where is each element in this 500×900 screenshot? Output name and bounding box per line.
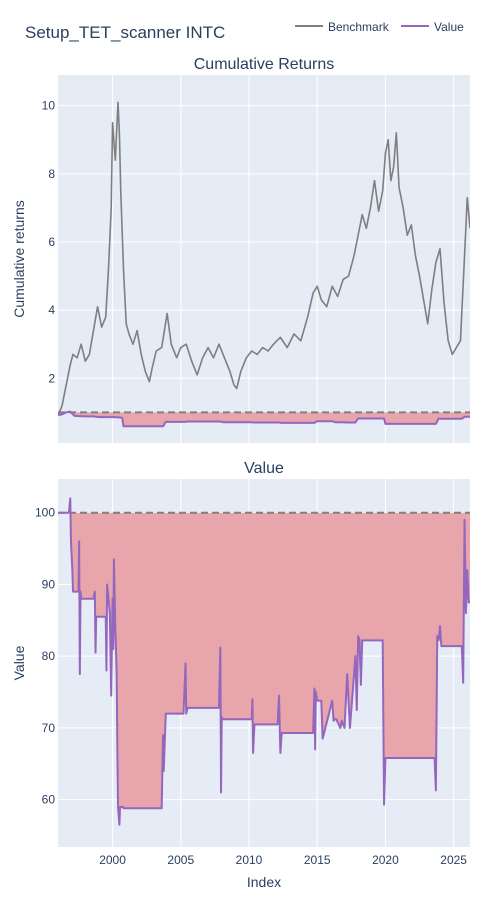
plot-area-cumulative_returns <box>58 75 470 443</box>
chart-title: Setup_TET_scanner INTC <box>25 23 225 42</box>
legend: Benchmark Value <box>295 20 464 34</box>
x-tick-label: 2020 <box>372 853 399 867</box>
series-line-benchmark <box>58 101 470 417</box>
y-tick-label: 10 <box>42 99 56 113</box>
x-tick-label: 2010 <box>236 853 263 867</box>
y-tick-label: 60 <box>42 793 56 807</box>
y-tick-label: 100 <box>35 506 55 520</box>
y-tick-label: 8 <box>48 167 55 181</box>
y-tick-label: 80 <box>42 649 56 663</box>
series-line-value <box>58 410 470 428</box>
series-line-value <box>58 497 470 826</box>
y-axis-label: Value <box>11 645 27 680</box>
y-tick-label: 70 <box>42 721 56 735</box>
cumulative-returns-panel: 2 4 6 8 10 Cumulative Returns Cumulative retur… <box>11 56 470 443</box>
legend-value-label: Value <box>434 20 464 34</box>
y-tick-label: 6 <box>48 235 55 249</box>
y-axis-label: Cumulative returns <box>11 200 27 318</box>
y-tick-label: 90 <box>42 577 56 591</box>
drawdown-area <box>58 411 470 427</box>
x-tick-label: 2000 <box>99 853 126 867</box>
y-tick-label: 2 <box>48 371 55 385</box>
drawdown-area <box>58 498 470 825</box>
x-tick-label: 2025 <box>440 853 467 867</box>
panel-title: Value <box>244 460 284 477</box>
x-axis-label: Index <box>247 874 281 890</box>
legend-benchmark-label: Benchmark <box>328 20 390 34</box>
value-panel: 2000 2005 2010 2015 2020 2025 60 70 80 90 100 Value… <box>11 460 470 867</box>
x-tick-label: 2015 <box>304 853 331 867</box>
x-tick-label: 2005 <box>167 853 194 867</box>
y-tick-label: 4 <box>48 303 55 317</box>
panel-title: Cumulative Returns <box>194 56 335 73</box>
